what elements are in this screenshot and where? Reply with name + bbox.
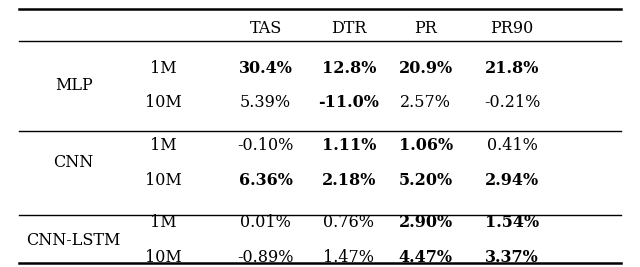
Text: 10M: 10M — [145, 94, 182, 111]
Text: 1.47%: 1.47% — [323, 249, 374, 266]
Text: -11.0%: -11.0% — [318, 94, 380, 111]
Text: 30.4%: 30.4% — [239, 60, 292, 77]
Text: 10M: 10M — [145, 172, 182, 189]
Text: 6.36%: 6.36% — [239, 172, 292, 189]
Text: TAS: TAS — [250, 19, 282, 37]
Text: 0.76%: 0.76% — [323, 214, 374, 231]
Text: 3.37%: 3.37% — [485, 249, 539, 266]
Text: -0.89%: -0.89% — [237, 249, 294, 266]
Text: 1M: 1M — [150, 60, 177, 77]
Text: 0.41%: 0.41% — [486, 137, 538, 154]
Text: CNN: CNN — [54, 154, 93, 171]
Text: 2.18%: 2.18% — [322, 172, 376, 189]
Text: PR: PR — [414, 19, 437, 37]
Text: 5.39%: 5.39% — [240, 94, 291, 111]
Text: -0.21%: -0.21% — [484, 94, 540, 111]
Text: 21.8%: 21.8% — [485, 60, 539, 77]
Text: 2.57%: 2.57% — [400, 94, 451, 111]
Text: MLP: MLP — [55, 77, 92, 94]
Text: 1M: 1M — [150, 214, 177, 231]
Text: 0.01%: 0.01% — [240, 214, 291, 231]
Text: 1M: 1M — [150, 137, 177, 154]
Text: 12.8%: 12.8% — [322, 60, 376, 77]
Text: 1.54%: 1.54% — [485, 214, 539, 231]
Text: -0.10%: -0.10% — [237, 137, 294, 154]
Text: 1.11%: 1.11% — [322, 137, 376, 154]
Text: 5.20%: 5.20% — [399, 172, 452, 189]
Text: 2.90%: 2.90% — [399, 214, 452, 231]
Text: 10M: 10M — [145, 249, 182, 266]
Text: 4.47%: 4.47% — [399, 249, 452, 266]
Text: DTR: DTR — [331, 19, 367, 37]
Text: PR90: PR90 — [490, 19, 534, 37]
Text: 20.9%: 20.9% — [399, 60, 452, 77]
Text: CNN-LSTM: CNN-LSTM — [26, 232, 121, 249]
Text: 2.94%: 2.94% — [485, 172, 539, 189]
Text: 1.06%: 1.06% — [399, 137, 452, 154]
